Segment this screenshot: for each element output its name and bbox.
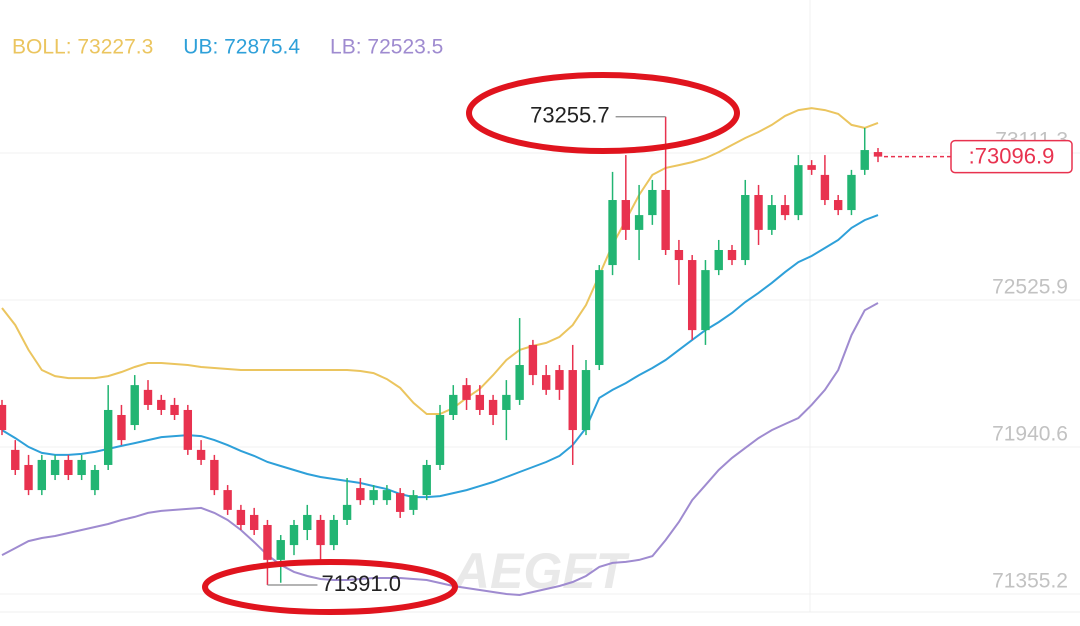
candle-body: [528, 344, 538, 376]
candle-body: [90, 469, 100, 491]
candle-body: [24, 464, 33, 491]
candle-body: [581, 370, 591, 431]
candle-body: [741, 195, 750, 261]
candle-body: [687, 260, 697, 331]
band-line: [1, 107, 879, 415]
band-line: [1, 214, 879, 499]
candle-body: [634, 215, 644, 230]
candle-body: [50, 459, 60, 476]
candle-body: [608, 200, 617, 266]
last-price-label: :73096.9: [969, 143, 1055, 168]
candle-body: [422, 464, 431, 496]
candle-body: [130, 385, 139, 426]
candle-body: [780, 205, 790, 216]
highlight-ellipse: [466, 72, 740, 154]
candle-body: [64, 459, 73, 476]
y-tick-label: 71355.2: [992, 570, 1068, 593]
candle-body: [701, 270, 710, 331]
legend-entry: LB: 72523.5: [330, 36, 443, 59]
candle-body: [170, 404, 179, 415]
band-line: [1, 302, 879, 597]
legend-entry: UB: 72875.4: [183, 36, 300, 59]
candle-body: [661, 189, 670, 250]
candle-body: [820, 174, 830, 201]
candle-body: [329, 519, 339, 546]
candle-body: [249, 514, 259, 531]
annotation-label: 73255.7: [530, 103, 610, 128]
candle-body: [289, 524, 299, 546]
candle-body: [210, 459, 219, 491]
candle-body: [833, 200, 843, 211]
candle-body: [263, 524, 272, 560]
highlight-ellipse: [202, 559, 458, 615]
candle-body: [342, 504, 352, 520]
candle-body: [754, 195, 763, 230]
candle-body: [727, 249, 737, 261]
legend: BOLL: 73227.3 UB: 72875.4 LB: 72523.5: [12, 36, 443, 59]
candle-body: [541, 375, 551, 390]
candle-body: [714, 249, 723, 271]
candle-body: [117, 414, 126, 441]
candle-body: [356, 488, 365, 501]
candle-body: [674, 249, 684, 261]
y-tick-label: 71940.6: [992, 423, 1068, 446]
candle-body: [37, 459, 47, 491]
candle-body: [847, 174, 856, 211]
y-tick-label: 72525.9: [992, 276, 1068, 299]
candle-body: [236, 509, 246, 525]
annotations: 73255.7 71391.0 :73096.9: [267, 103, 1073, 596]
candle-body: [502, 394, 511, 410]
last-price-box: [950, 139, 1073, 174]
candle-body: [648, 189, 657, 216]
candle-body: [475, 394, 485, 410]
legend-entry: BOLL: 73227.3: [12, 36, 153, 59]
candle-body: [621, 200, 631, 230]
candle-body: [555, 370, 564, 390]
candle-body: [276, 540, 285, 560]
candle-body: [143, 389, 153, 405]
candle-body: [435, 414, 445, 465]
candle-body: [157, 399, 166, 410]
bands: [1, 107, 879, 597]
candle-body: [860, 150, 869, 170]
candle-body: [382, 490, 392, 501]
candles: [0, 116, 883, 586]
candle-body: [462, 385, 471, 400]
candle-body: [488, 399, 498, 415]
candle-body: [595, 270, 604, 366]
candle-body: [316, 519, 325, 546]
candle-body: [223, 490, 232, 510]
candle-body: [0, 404, 7, 431]
candle-body: [568, 370, 577, 431]
candle-body: [807, 165, 816, 170]
candle-body: [449, 394, 458, 415]
candle-body: [183, 409, 193, 450]
candle-body: [515, 365, 524, 400]
candle-body: [77, 459, 86, 476]
candle-body: [196, 449, 206, 460]
candle-body: [395, 493, 405, 512]
candle-body: [794, 165, 803, 216]
candle-body: [103, 409, 113, 465]
annotation-label: 71391.0: [321, 571, 401, 596]
candle-body: [873, 152, 883, 157]
candle-body: [409, 495, 418, 510]
candle-body: [767, 205, 777, 230]
candle-body: [303, 514, 312, 531]
candle-body: [369, 490, 378, 501]
candle-body: [11, 449, 20, 470]
